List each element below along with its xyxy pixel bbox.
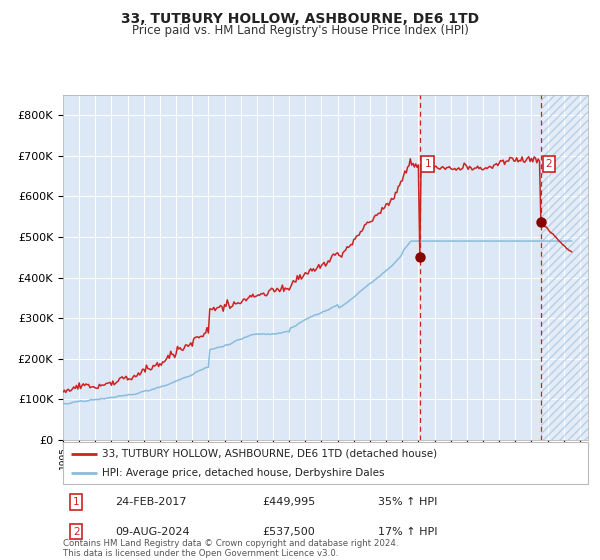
Bar bbox=[541, 91, 588, 440]
Text: 2: 2 bbox=[545, 159, 552, 169]
FancyBboxPatch shape bbox=[63, 442, 588, 484]
Text: 09-AUG-2024: 09-AUG-2024 bbox=[115, 526, 190, 536]
Text: Contains HM Land Registry data © Crown copyright and database right 2024.
This d: Contains HM Land Registry data © Crown c… bbox=[63, 539, 398, 558]
Text: Price paid vs. HM Land Registry's House Price Index (HPI): Price paid vs. HM Land Registry's House … bbox=[131, 24, 469, 36]
Text: 1: 1 bbox=[73, 497, 79, 507]
Text: 17% ↑ HPI: 17% ↑ HPI bbox=[378, 526, 437, 536]
Text: 35% ↑ HPI: 35% ↑ HPI bbox=[378, 497, 437, 507]
Text: £537,500: £537,500 bbox=[263, 526, 315, 536]
Text: 2: 2 bbox=[73, 526, 79, 536]
Text: 24-FEB-2017: 24-FEB-2017 bbox=[115, 497, 187, 507]
Text: 1: 1 bbox=[424, 159, 431, 169]
Text: 33, TUTBURY HOLLOW, ASHBOURNE, DE6 1TD (detached house): 33, TUTBURY HOLLOW, ASHBOURNE, DE6 1TD (… bbox=[103, 449, 437, 459]
Text: HPI: Average price, detached house, Derbyshire Dales: HPI: Average price, detached house, Derb… bbox=[103, 468, 385, 478]
Text: 33, TUTBURY HOLLOW, ASHBOURNE, DE6 1TD: 33, TUTBURY HOLLOW, ASHBOURNE, DE6 1TD bbox=[121, 12, 479, 26]
Text: £449,995: £449,995 bbox=[263, 497, 316, 507]
